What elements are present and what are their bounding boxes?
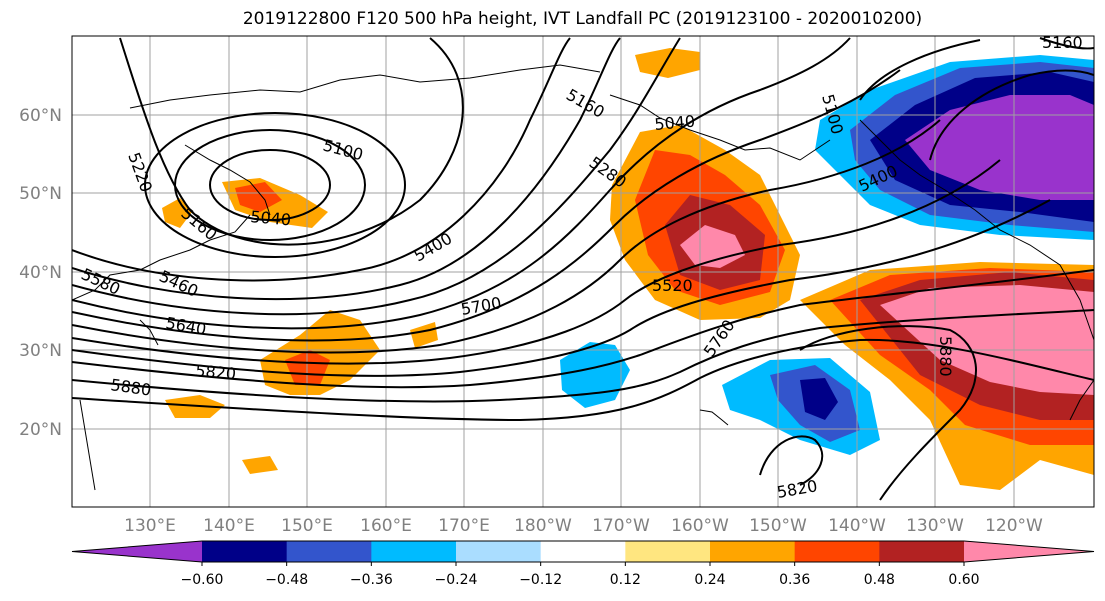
colorbar-swatch [456, 541, 542, 562]
lon-label: 140°W [828, 516, 886, 536]
contour-label: 5520 [652, 276, 693, 295]
positive-anomaly-north [635, 48, 700, 78]
contour-label: 5040 [250, 207, 292, 229]
lon-label: 180°W [514, 516, 572, 536]
colorbar-swatch [625, 541, 711, 562]
contour-label: 5040 [654, 112, 696, 134]
lon-label: 130°E [124, 516, 176, 536]
positive-anomaly-west-d [162, 198, 192, 228]
lat-label: 50°N [19, 184, 62, 204]
lon-label: 160°W [671, 516, 729, 536]
positive-anomaly-central-peak [680, 225, 745, 268]
colorbar: −0.60 −0.48 −0.36 −0.24 −0.12 0.12 0.24 0.36 0.4… [71, 540, 1095, 588]
colorbar-tick-label: −0.24 [435, 572, 478, 588]
colorbar-tick-label: 0.24 [694, 572, 725, 588]
lon-label: 170°W [592, 516, 650, 536]
colorbar-swatch [202, 541, 288, 562]
lon-label: 130°W [906, 516, 964, 536]
negative-anomaly-south-a-core [800, 378, 838, 420]
lon-label: 160°E [360, 516, 412, 536]
colorbar-swatch [371, 541, 457, 562]
lon-label: 120°W [985, 516, 1043, 536]
graticule [72, 36, 1094, 507]
lon-label: 170°E [438, 516, 490, 536]
colorbar-swatch [794, 541, 880, 562]
contour-label: 5820 [195, 361, 237, 383]
map-panel [72, 36, 1094, 507]
colorbar-swatch [710, 541, 796, 562]
colorbar-tick-label: −0.12 [519, 572, 562, 588]
map-title: 2019122800 F120 500 hPa height, IVT Land… [242, 9, 923, 29]
longitude-axis: 130°E 140°E 150°E 160°E 170°E 180°W 170°… [124, 516, 1043, 536]
positive-anomaly-west-e [410, 322, 438, 348]
map-frame [71, 35, 1095, 508]
positive-anomaly-west-f [242, 456, 278, 474]
lon-label: 150°E [281, 516, 333, 536]
colorbar-extend-min [72, 541, 202, 562]
lat-label: 20°N [19, 420, 62, 440]
lon-label: 150°W [749, 516, 807, 536]
colorbar-tick-label: 0.36 [779, 572, 810, 588]
lat-label: 40°N [19, 263, 62, 283]
colorbar-tick-label: 0.12 [610, 572, 641, 588]
contour-label: 5160 [1042, 33, 1083, 52]
height-contours [72, 37, 1094, 501]
lon-label: 140°E [203, 516, 255, 536]
colorbar-swatch [286, 541, 372, 562]
colorbar-tick-label: −0.36 [350, 572, 393, 588]
colorbar-tick-label: 0.60 [948, 572, 979, 588]
colorbar-swatch [879, 541, 965, 562]
lat-label: 30°N [19, 341, 62, 361]
colorbar-tick-label: −0.60 [181, 572, 224, 588]
latitude-axis: 60°N 50°N 40°N 30°N 20°N [19, 106, 62, 440]
colorbar-extend-max [964, 541, 1094, 562]
colorbar-swatch [540, 541, 626, 562]
lat-label: 60°N [19, 106, 62, 126]
colorbar-tick-label: −0.48 [265, 572, 308, 588]
coastlines [72, 64, 1094, 491]
colorbar-tick-label: 0.48 [864, 572, 895, 588]
positive-anomaly-west-c-core [235, 182, 282, 212]
contour-label: 5880 [936, 336, 955, 377]
